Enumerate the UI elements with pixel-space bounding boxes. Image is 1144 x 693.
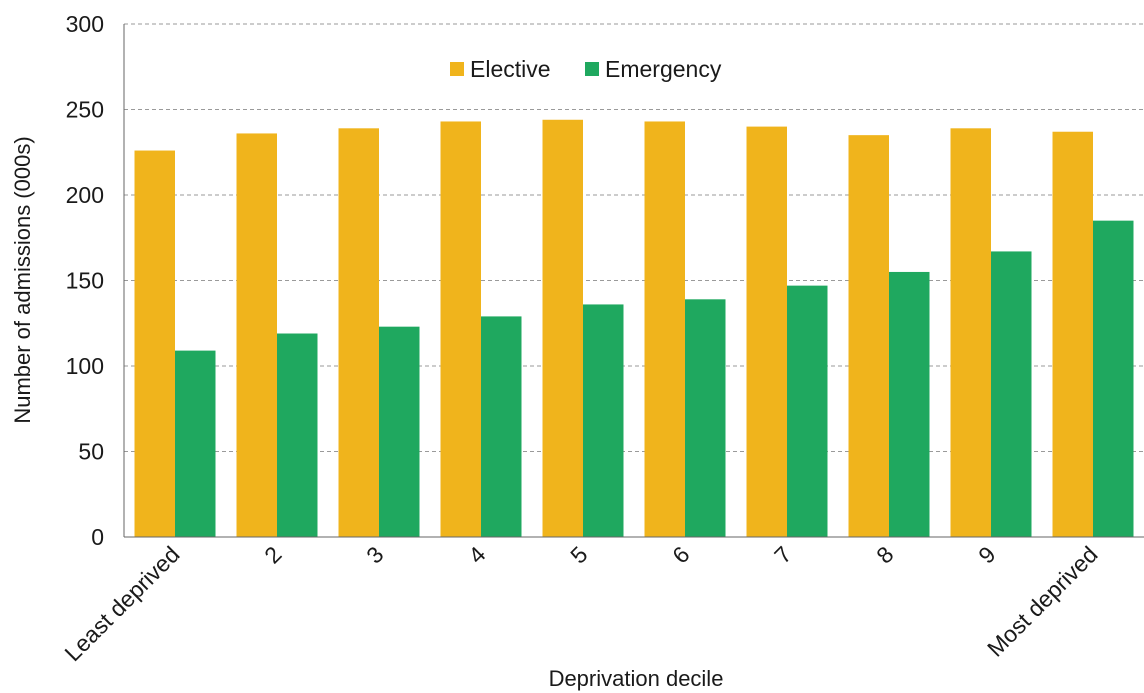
bar-emergency-6 xyxy=(685,299,726,537)
x-tick-label-4: 4 xyxy=(463,541,491,569)
y-tick-label-0: 0 xyxy=(91,524,104,550)
y-tick-label-300: 300 xyxy=(66,11,104,37)
bar-elective-5 xyxy=(542,119,583,537)
bars xyxy=(134,119,1134,538)
x-tick-label-2: 2 xyxy=(259,541,286,568)
legend: Elective Emergency xyxy=(450,56,722,82)
bar-elective-3 xyxy=(338,128,379,537)
y-tick-labels: 0 50 100 150 200 250 300 xyxy=(66,11,104,550)
bar-elective-2 xyxy=(236,133,277,537)
legend-label-emergency: Emergency xyxy=(605,56,722,82)
x-tick-label-9: 9 xyxy=(973,541,1000,568)
bar-elective-10 xyxy=(1052,131,1093,538)
bar-emergency-8 xyxy=(889,271,930,537)
legend-swatch-elective xyxy=(450,62,464,76)
legend-label-elective: Elective xyxy=(470,56,551,82)
x-tick-label-3: 3 xyxy=(361,541,388,568)
bar-emergency-7 xyxy=(787,285,828,537)
x-tick-label-7: 7 xyxy=(769,541,796,568)
bar-emergency-10 xyxy=(1093,220,1134,537)
bar-elective-7 xyxy=(746,126,787,537)
bar-elective-8 xyxy=(848,135,889,537)
x-tick-label-5: 5 xyxy=(565,541,592,568)
bar-emergency-5 xyxy=(583,304,624,537)
y-tick-label-200: 200 xyxy=(66,182,104,208)
bar-elective-4 xyxy=(440,121,481,537)
bar-emergency-1 xyxy=(175,350,216,537)
bar-emergency-2 xyxy=(277,333,318,537)
axes xyxy=(123,24,1144,538)
y-tick-label-150: 150 xyxy=(66,268,104,294)
x-tick-label-1: Least deprived xyxy=(59,541,184,666)
bar-elective-9 xyxy=(950,128,991,537)
bar-emergency-4 xyxy=(481,316,522,537)
bar-elective-1 xyxy=(134,150,175,538)
y-tick-label-50: 50 xyxy=(78,439,104,465)
y-axis-title: Number of admissions (000s) xyxy=(10,136,35,423)
bar-emergency-3 xyxy=(379,326,420,537)
bar-emergency-9 xyxy=(991,251,1032,537)
x-tick-label-6: 6 xyxy=(667,541,694,568)
x-tick-label-8: 8 xyxy=(871,541,898,568)
legend-swatch-emergency xyxy=(585,62,599,76)
y-tick-label-250: 250 xyxy=(66,97,104,123)
bar-elective-6 xyxy=(644,121,685,537)
y-tick-label-100: 100 xyxy=(66,353,104,379)
x-axis-title: Deprivation decile xyxy=(549,666,724,691)
